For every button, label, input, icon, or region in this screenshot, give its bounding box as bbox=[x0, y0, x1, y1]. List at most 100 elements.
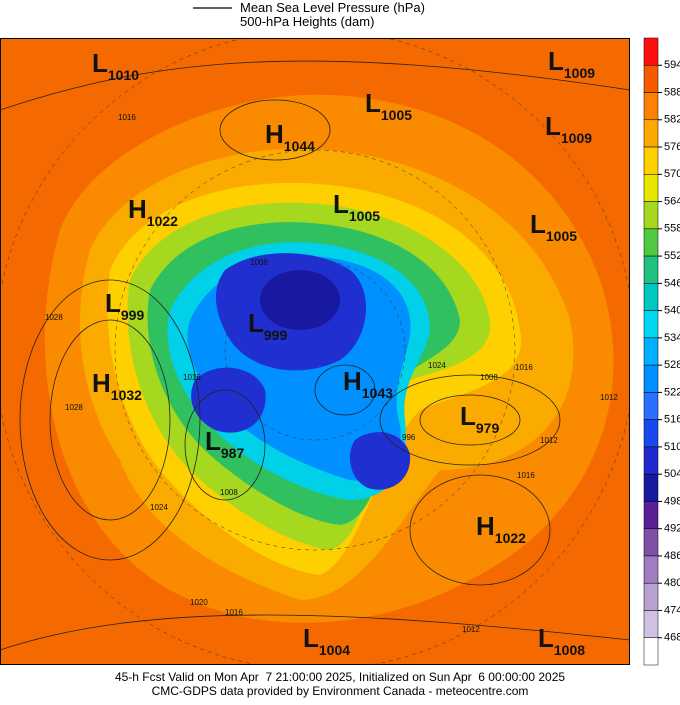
colorbar-swatch bbox=[643, 228, 659, 257]
center-letter: H bbox=[128, 194, 147, 224]
colorbar-swatch bbox=[643, 501, 659, 529]
isobar bbox=[409, 474, 551, 586]
contour-label: 1016 bbox=[118, 113, 136, 122]
center-value: 999 bbox=[121, 307, 145, 323]
pressure-center: L987 bbox=[205, 426, 244, 461]
latitude-circle bbox=[114, 149, 516, 551]
contour-label: 1024 bbox=[428, 361, 446, 370]
height-fill bbox=[349, 432, 411, 490]
colorbar-swatch bbox=[643, 337, 659, 366]
pressure-center: L1009 bbox=[548, 46, 595, 81]
isobar bbox=[49, 319, 171, 521]
center-letter: L bbox=[205, 426, 221, 456]
colorbar-tick-label: 498 bbox=[664, 495, 680, 507]
center-letter: L bbox=[303, 623, 319, 653]
center-letter: L bbox=[333, 189, 349, 219]
latitude-circle bbox=[224, 259, 406, 441]
center-value: 1009 bbox=[561, 130, 592, 146]
center-value: 1032 bbox=[111, 387, 142, 403]
colorbar-tick-label: 510 bbox=[664, 441, 680, 453]
center-letter: L bbox=[365, 88, 381, 118]
contour-label: 1008 bbox=[250, 258, 268, 267]
contour-label: 1016 bbox=[515, 363, 533, 372]
colorbar-tick-label: 564 bbox=[664, 195, 680, 207]
contour-label: 1024 bbox=[150, 503, 168, 512]
colorbar-swatch bbox=[643, 119, 659, 148]
colorbar-tick-label: 570 bbox=[664, 168, 680, 180]
center-value: 979 bbox=[476, 420, 500, 436]
colorbar-swatch bbox=[643, 419, 659, 448]
contour-label: 1008 bbox=[480, 373, 498, 382]
pressure-center: L1005 bbox=[530, 209, 577, 244]
pressure-center: H1032 bbox=[92, 368, 142, 403]
contour-label: 996 bbox=[402, 433, 416, 442]
contour-label: 1028 bbox=[45, 313, 63, 322]
center-value: 1005 bbox=[381, 107, 412, 123]
isobar bbox=[0, 60, 630, 111]
footer-line: 45-h Fcst Valid on Mon Apr 7 21:00:00 20… bbox=[115, 670, 565, 684]
contour-label: 1012 bbox=[540, 436, 558, 445]
center-value: 1043 bbox=[362, 385, 393, 401]
colorbar-tick-label: 492 bbox=[664, 523, 680, 535]
colorbar-tick-label: 516 bbox=[664, 414, 680, 426]
colorbar-swatch bbox=[643, 364, 659, 393]
colorbar-swatch bbox=[643, 637, 659, 666]
pressure-center: L1008 bbox=[538, 623, 585, 658]
colorbar-swatch bbox=[643, 201, 659, 230]
map bbox=[0, 38, 630, 665]
colorbar-tick-label: 468 bbox=[664, 632, 680, 644]
pressure-center: L1004 bbox=[303, 623, 350, 658]
isobar bbox=[19, 279, 201, 561]
center-value: 1005 bbox=[546, 228, 577, 244]
colorbar-tick-label: 504 bbox=[664, 468, 680, 480]
colorbar-swatch bbox=[643, 37, 659, 66]
colorbar-tick-label: 546 bbox=[664, 277, 680, 289]
colorbar-tick-label: 540 bbox=[664, 305, 680, 317]
contour-label: 1028 bbox=[65, 403, 83, 412]
center-letter: H bbox=[265, 119, 284, 149]
colorbar-swatch bbox=[643, 174, 659, 202]
center-letter: H bbox=[476, 511, 495, 541]
contour-labels: 1016 1028 1028 1016 1024 1008 1016 1012 1016 1012… bbox=[45, 113, 618, 634]
center-value: 999 bbox=[264, 327, 288, 343]
isobar bbox=[379, 374, 561, 466]
colorbar-tick-label: 552 bbox=[664, 250, 680, 262]
center-value: 1009 bbox=[564, 65, 595, 81]
contour-label: 1016 bbox=[517, 471, 535, 480]
contour-label: 1012 bbox=[462, 625, 480, 634]
center-letter: L bbox=[538, 623, 554, 653]
pressure-center: L979 bbox=[460, 401, 499, 436]
center-value: 1008 bbox=[554, 642, 585, 658]
pressure-center: L999 bbox=[105, 288, 144, 323]
pressure-center: L999 bbox=[248, 308, 287, 343]
legend-fill-label: 500-hPa Heights (dam) bbox=[240, 14, 374, 29]
colorbar-swatch bbox=[643, 528, 659, 557]
center-letter: L bbox=[92, 48, 108, 78]
center-letter: L bbox=[105, 288, 121, 318]
center-letter: L bbox=[530, 209, 546, 239]
colorbar-tick-label: 480 bbox=[664, 577, 680, 589]
pressure-center: L1010 bbox=[92, 48, 139, 83]
pressure-center: L1009 bbox=[545, 111, 592, 146]
colorbar-swatch bbox=[643, 473, 659, 502]
colorbar-swatch bbox=[643, 555, 659, 584]
isobar bbox=[419, 394, 521, 446]
pressure-center: H1022 bbox=[476, 511, 526, 546]
colorbar-swatch bbox=[643, 65, 659, 93]
pressure-center: L1005 bbox=[333, 189, 380, 224]
colorbar-tick-label: 588 bbox=[664, 86, 680, 98]
contour-label: 1016 bbox=[225, 608, 243, 617]
colorbar-swatch bbox=[643, 283, 659, 311]
colorbar-tick-label: 582 bbox=[664, 114, 680, 126]
isobar bbox=[314, 364, 376, 416]
center-value: 987 bbox=[221, 445, 245, 461]
contour-label: 1012 bbox=[600, 393, 618, 402]
contour-label: 1016 bbox=[183, 373, 201, 382]
colorbar-swatch bbox=[643, 610, 659, 638]
center-letter: L bbox=[548, 46, 564, 76]
center-letter: L bbox=[545, 111, 561, 141]
colorbar-tick-label: 522 bbox=[664, 386, 680, 398]
center-letter: H bbox=[343, 366, 362, 396]
